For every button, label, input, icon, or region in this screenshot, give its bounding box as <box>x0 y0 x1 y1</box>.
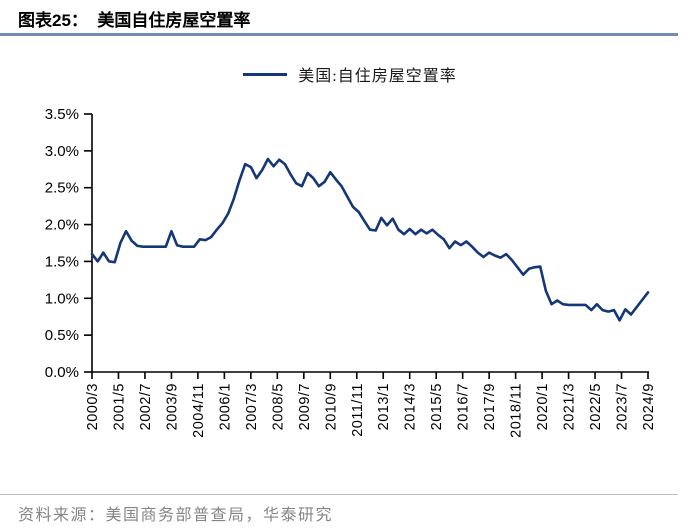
x-tick-label: 2010/9 <box>323 383 339 430</box>
x-tick-label: 2024/9 <box>641 383 657 430</box>
x-tick-label: 2008/5 <box>270 383 286 430</box>
x-tick-label: 2001/5 <box>111 383 127 430</box>
y-tick-label: 1.0% <box>45 290 79 307</box>
x-tick-label: 2000/3 <box>85 383 101 430</box>
x-tick-label: 2013/1 <box>376 383 392 430</box>
x-tick-label: 2014/3 <box>403 383 419 430</box>
x-tick-label: 2002/7 <box>138 383 154 430</box>
x-tick-label: 2011/11 <box>350 383 366 437</box>
title-divider <box>0 33 678 36</box>
x-tick-label: 2007/3 <box>244 383 260 430</box>
y-tick-label: 3.5% <box>45 106 79 123</box>
x-tick-label: 2006/1 <box>217 383 233 430</box>
y-tick-label: 3.0% <box>45 143 79 160</box>
x-tick-label: 2003/9 <box>164 383 180 430</box>
y-tick-label: 0.5% <box>45 327 79 344</box>
y-tick-label: 0.0% <box>45 364 79 381</box>
legend-line-swatch <box>243 72 288 76</box>
footer-divider <box>0 494 678 495</box>
x-tick-label: 2009/7 <box>297 383 313 430</box>
x-tick-label: 2022/5 <box>588 383 604 430</box>
x-tick-label: 2020/1 <box>535 383 551 430</box>
x-tick-label: 2015/5 <box>429 383 445 430</box>
series-line <box>90 157 650 322</box>
y-tick-label: 2.0% <box>45 217 79 234</box>
legend-label: 美国:自住房屋空置率 <box>298 68 457 85</box>
x-tick-label: 2004/11 <box>191 383 207 438</box>
y-tick-label: 2.5% <box>45 180 79 197</box>
x-tick-label: 2016/7 <box>456 383 472 430</box>
x-tick-label: 2023/7 <box>615 383 631 430</box>
legend: 美国:自住房屋空置率 <box>0 63 700 85</box>
x-tick-label: 2021/3 <box>562 383 578 430</box>
x-tick-label: 2017/9 <box>482 383 498 430</box>
source-note: 资料来源：美国商务部普查局，华泰研究 <box>18 507 334 524</box>
figure-title: 图表25： 美国自住房屋空置率 <box>18 11 251 30</box>
x-tick-label: 2018/11 <box>509 383 525 438</box>
y-tick-label: 1.5% <box>45 253 79 270</box>
